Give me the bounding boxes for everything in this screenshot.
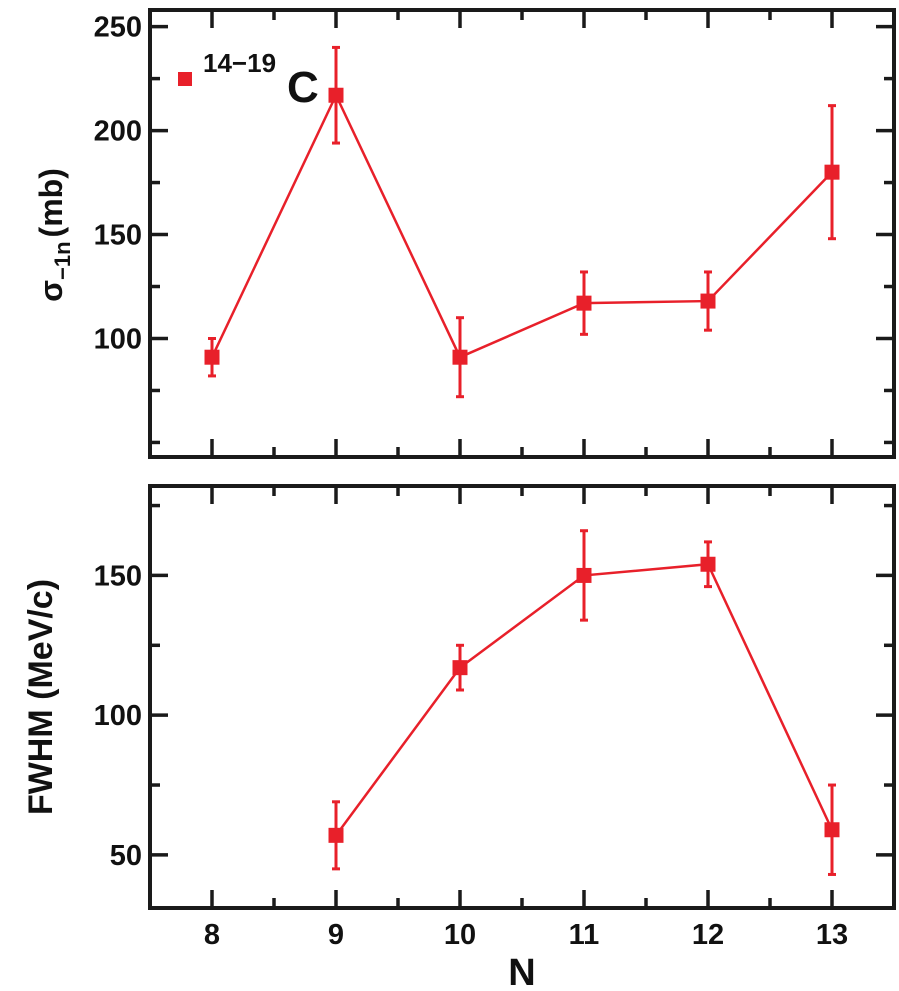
y-tick-labels-top: 100 150 200 250 <box>94 12 142 356</box>
y-axis-title-top: σ−1n (mb) <box>33 168 75 302</box>
x-tick-label: 12 <box>692 919 724 951</box>
series-line-top <box>210 92 833 359</box>
y-tick-label-top: 200 <box>94 116 142 148</box>
data-point-top <box>576 295 592 311</box>
ticks-top <box>148 10 896 457</box>
data-point-top <box>452 349 468 365</box>
y-tick-label-bottom: 150 <box>94 560 142 592</box>
ticks-bottom <box>148 486 896 908</box>
plot-frame-bottom <box>148 484 896 910</box>
data-point-bottom <box>824 822 840 838</box>
x-axis-title: N <box>508 952 535 991</box>
y-tick-label-bottom: 100 <box>94 700 142 732</box>
x-tick-label: 11 <box>569 919 600 951</box>
y-tick-labels-bottom: 50 100 150 <box>94 560 142 871</box>
x-tick-labels: 8 9 10 11 12 13 <box>204 919 848 951</box>
data-point-bottom <box>328 827 344 843</box>
y-tick-label-bottom: 50 <box>110 840 142 872</box>
y-axis-title-top-subscript: −1n <box>50 241 75 280</box>
y-axis-title-bottom: FWHM (MeV/c) <box>22 579 60 815</box>
series-bottom <box>328 529 840 876</box>
data-point-bottom <box>576 567 592 583</box>
data-point-top <box>204 349 220 365</box>
data-point-bottom <box>700 556 716 572</box>
x-tick-label: 9 <box>328 919 344 951</box>
legend-marker <box>178 72 192 86</box>
legend-label-element: C <box>287 63 319 112</box>
x-tick-label: 10 <box>444 919 476 951</box>
panel-fwhm: 50 100 150 8 9 10 11 12 13 FWHM (MeV/c) N <box>22 484 896 991</box>
data-point-top <box>328 87 344 103</box>
legend: 14−19 C <box>178 48 319 112</box>
x-tick-label: 8 <box>204 919 220 951</box>
data-point-bottom <box>452 660 468 676</box>
y-tick-label-top: 150 <box>94 220 142 252</box>
panel-cross-section: 100 150 200 250 14−19 C σ−1n (mb) <box>33 8 896 459</box>
series-top <box>204 45 840 399</box>
y-axis-title-top-unit: (mb) <box>33 168 69 237</box>
data-point-top <box>824 164 840 180</box>
legend-label-superscript: 14−19 <box>203 48 276 78</box>
y-tick-label-top: 250 <box>94 12 142 44</box>
x-tick-label: 13 <box>816 919 848 951</box>
y-axis-title-top-symbol: σ <box>33 280 69 302</box>
y-tick-label-top: 100 <box>94 323 142 355</box>
data-point-top <box>700 293 716 309</box>
